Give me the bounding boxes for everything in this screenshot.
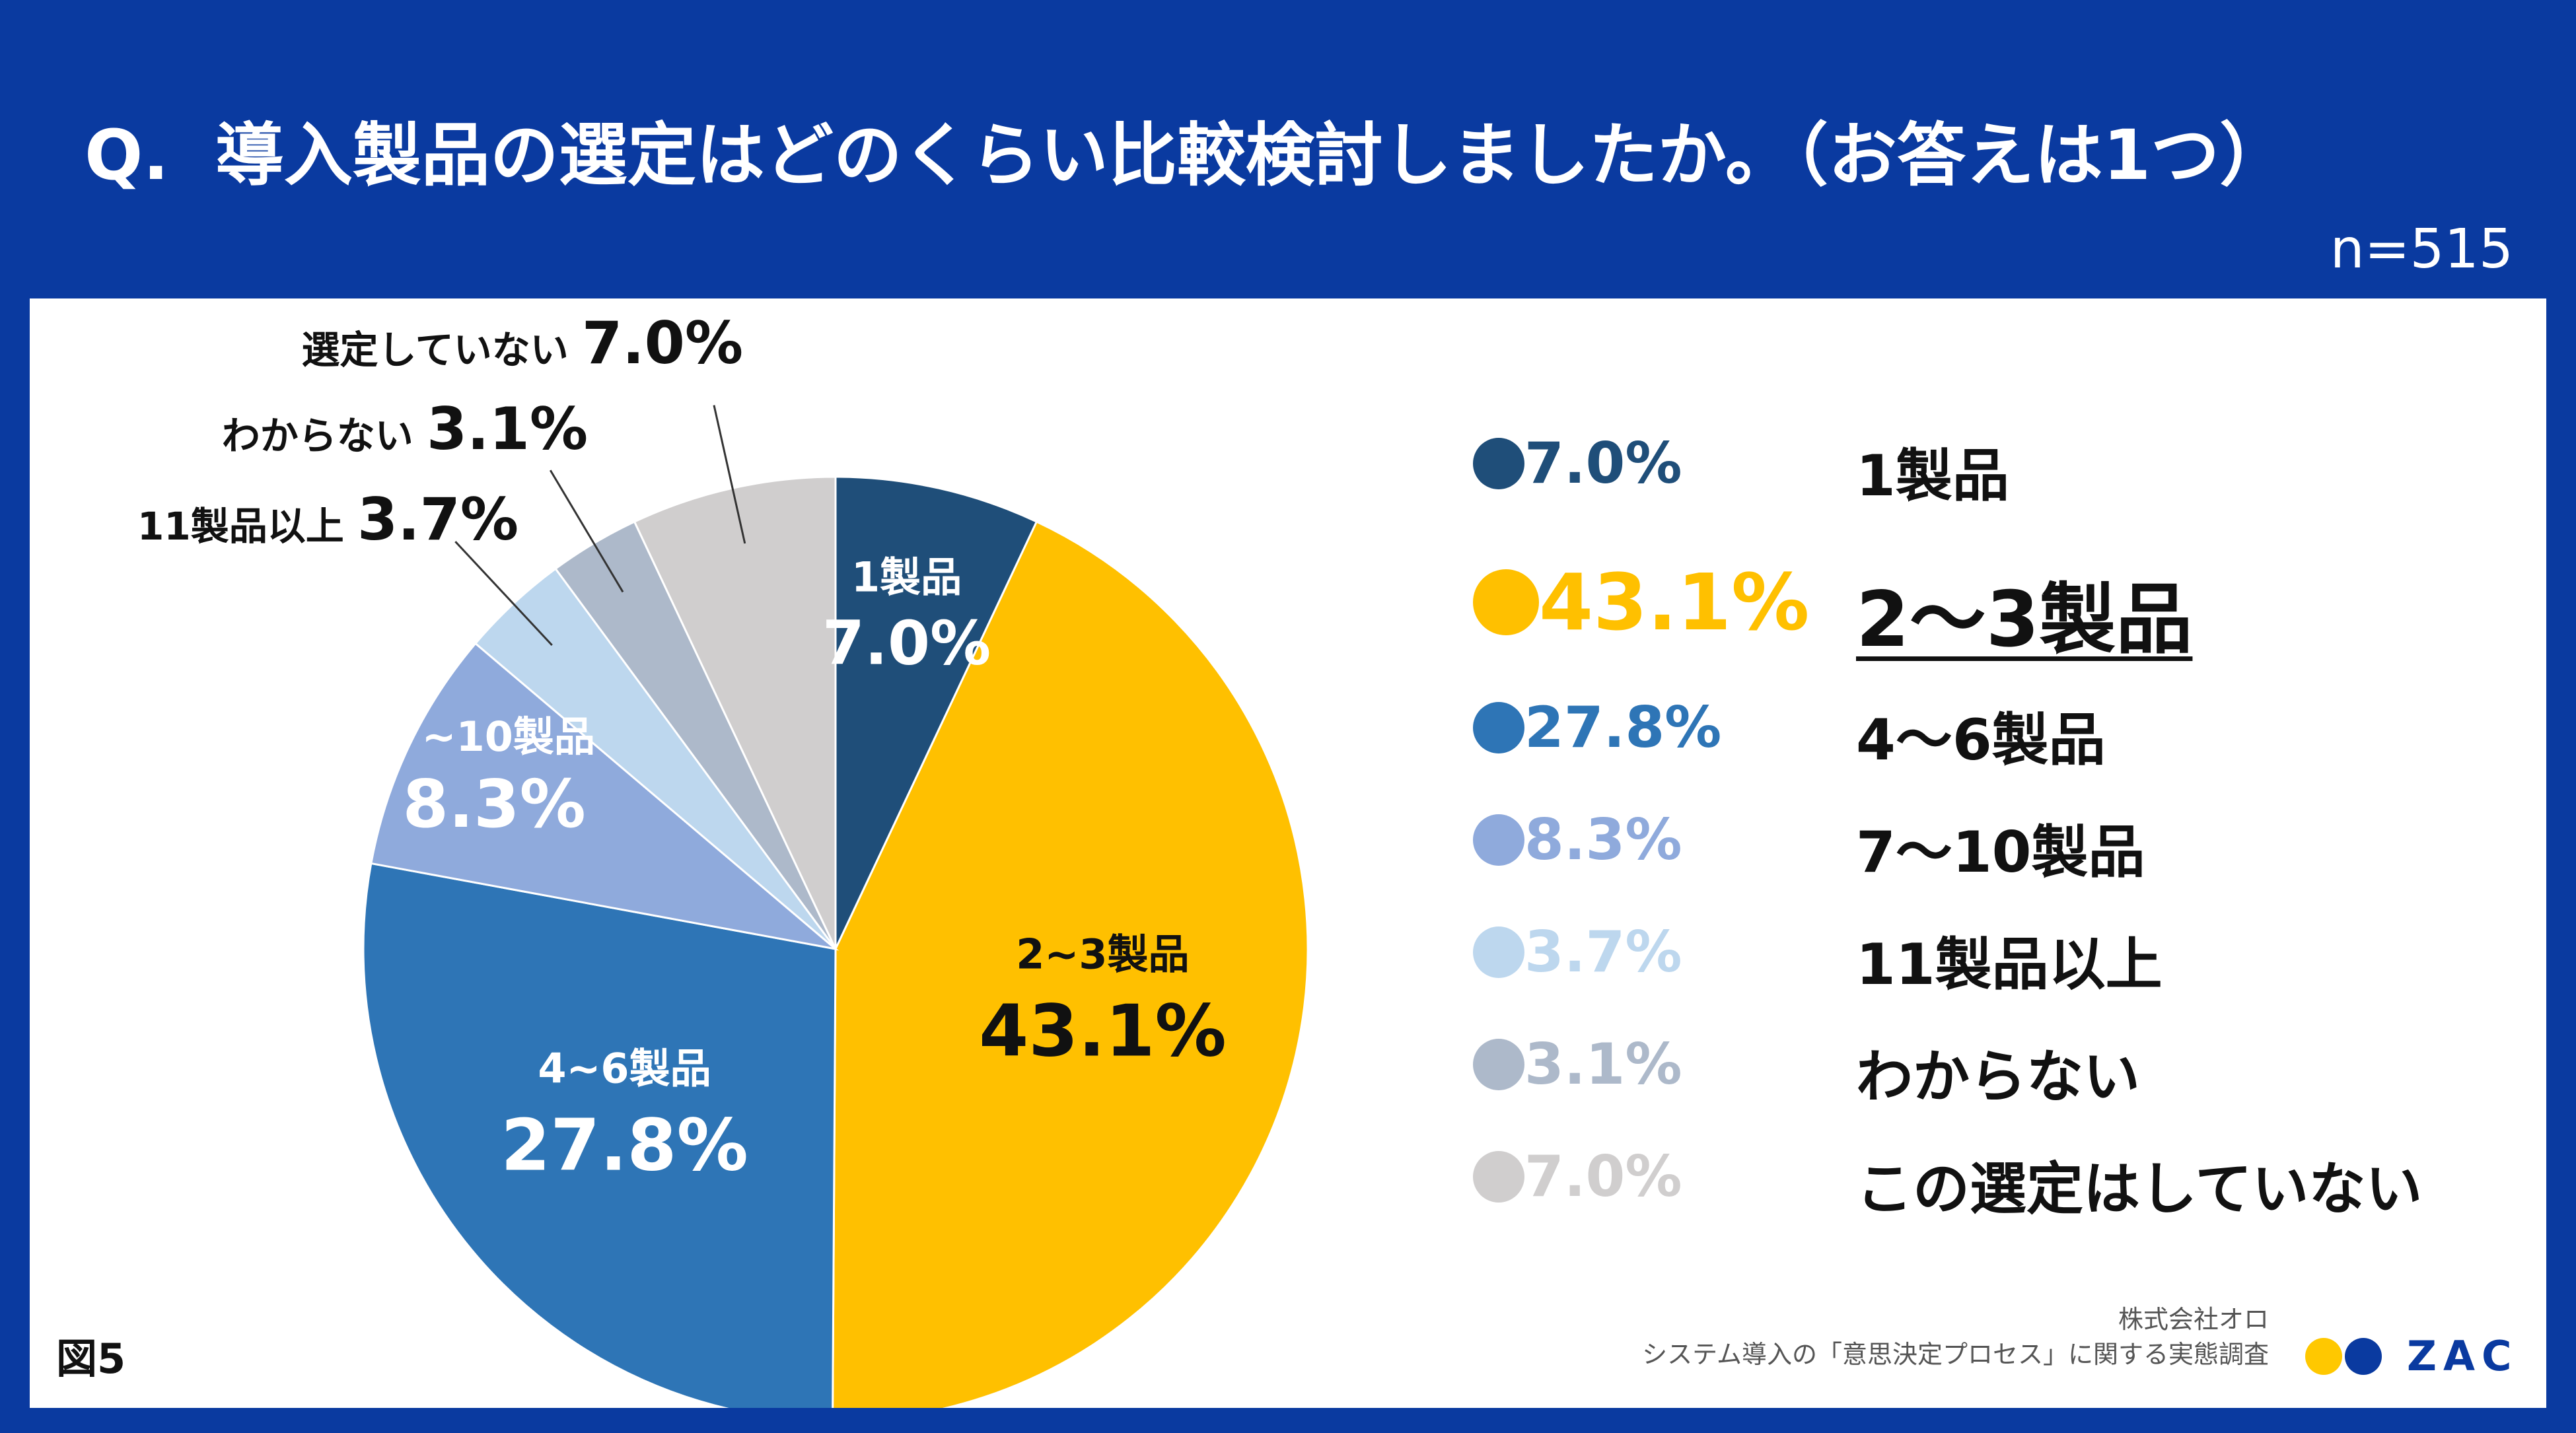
- pie-slice-2: [832, 520, 1309, 1408]
- legend-label: 7～10製品: [1856, 820, 2145, 886]
- legend-item-1: 7.0%: [1473, 424, 1682, 503]
- slice-label-3: 4~6製品: [538, 1044, 711, 1092]
- leader-line-7: [713, 405, 746, 544]
- leader-line-5: [454, 541, 553, 647]
- slice-value-3: 27.8%: [501, 1104, 748, 1187]
- legend-label: わからない: [1856, 1044, 2140, 1110]
- slice-label-2: 2~3製品: [1016, 930, 1189, 979]
- legend-dot-icon: [1473, 814, 1524, 866]
- legend-item-4: 8.3%: [1473, 800, 1682, 880]
- legend-dot-icon: [1473, 438, 1524, 489]
- legend-item-5: 3.7%: [1473, 913, 1682, 992]
- legend-value: 8.3%: [1524, 807, 1682, 873]
- logo-dot-yellow: [2305, 1337, 2342, 1375]
- legend-value: 3.7%: [1524, 919, 1682, 985]
- legend-value: 27.8%: [1524, 695, 1722, 761]
- leader-line-6: [549, 470, 624, 593]
- slice-value-2: 43.1%: [979, 991, 1227, 1073]
- legend-value: 7.0%: [1524, 431, 1682, 497]
- legend-value: 3.1%: [1524, 1031, 1682, 1098]
- question-marker: Q.: [85, 115, 169, 195]
- chart-panel: 1製品 7.0% 2~3製品 43.1% 4~6製品 27.8% 7~10製品 8.3% 11製…: [30, 298, 2546, 1408]
- legend-value: 43.1%: [1539, 557, 1810, 648]
- legend-dot-icon: [1473, 926, 1524, 978]
- legend-item-6: 3.1%: [1473, 1025, 1682, 1104]
- slice-value-4: 8.3%: [403, 765, 586, 843]
- legend-item-7: 7.0%: [1473, 1137, 1682, 1216]
- slice-value-1: 7.0%: [822, 608, 991, 679]
- slice-callout-5: 11製品以上 3.7%: [137, 485, 519, 553]
- zac-logo: ZAC: [2305, 1332, 2518, 1380]
- sample-size: n=515: [2330, 218, 2513, 281]
- slice-label-4: 7~10製品: [394, 713, 595, 761]
- legend-value: 7.0%: [1524, 1144, 1682, 1210]
- figure-label: 図5: [56, 1335, 126, 1383]
- legend-dot-icon: [1473, 702, 1524, 753]
- credit-company: 株式会社オロ: [2118, 1305, 2269, 1334]
- slice-callout-7: 選定していない 7.0%: [301, 309, 743, 377]
- legend-label: 1製品: [1856, 443, 2009, 509]
- pie-slice-3: [362, 862, 837, 1408]
- legend-item-2: 43.1%: [1473, 549, 1809, 655]
- question-text: 導入製品の選定はどのくらい比較検討しましたか。（お答えは1つ）: [215, 115, 2289, 195]
- slice-label-1: 1製品: [851, 553, 962, 602]
- pie-slice-4: [370, 642, 840, 951]
- legend-label: 4～6製品: [1856, 707, 2106, 773]
- legend-label: この選定はしていない: [1856, 1156, 2423, 1222]
- logo-text: ZAC: [2407, 1332, 2519, 1380]
- legend-item-3: 27.8%: [1473, 688, 1721, 767]
- credit-survey: システム導入の「意思決定プロセス」に関する実態調査: [1642, 1340, 2269, 1370]
- slice-callout-6: わからない 3.1%: [222, 395, 588, 463]
- legend-dot-icon: [1473, 1039, 1524, 1090]
- chart-title: Q. 導入製品の選定はどのくらい比較検討しましたか。（お答えは1つ）: [85, 99, 2288, 199]
- credit: 株式会社オロ システム導入の「意思決定プロセス」に関する実態調査: [1642, 1302, 2269, 1372]
- logo-dot-blue: [2345, 1337, 2382, 1375]
- pie-slice-1: [834, 475, 1038, 950]
- legend-dot-icon: [1473, 569, 1539, 635]
- legend-label: 11製品以上: [1856, 932, 2163, 998]
- legend-dot-icon: [1473, 1151, 1524, 1203]
- legend-label: 2～3製品: [1856, 575, 2193, 664]
